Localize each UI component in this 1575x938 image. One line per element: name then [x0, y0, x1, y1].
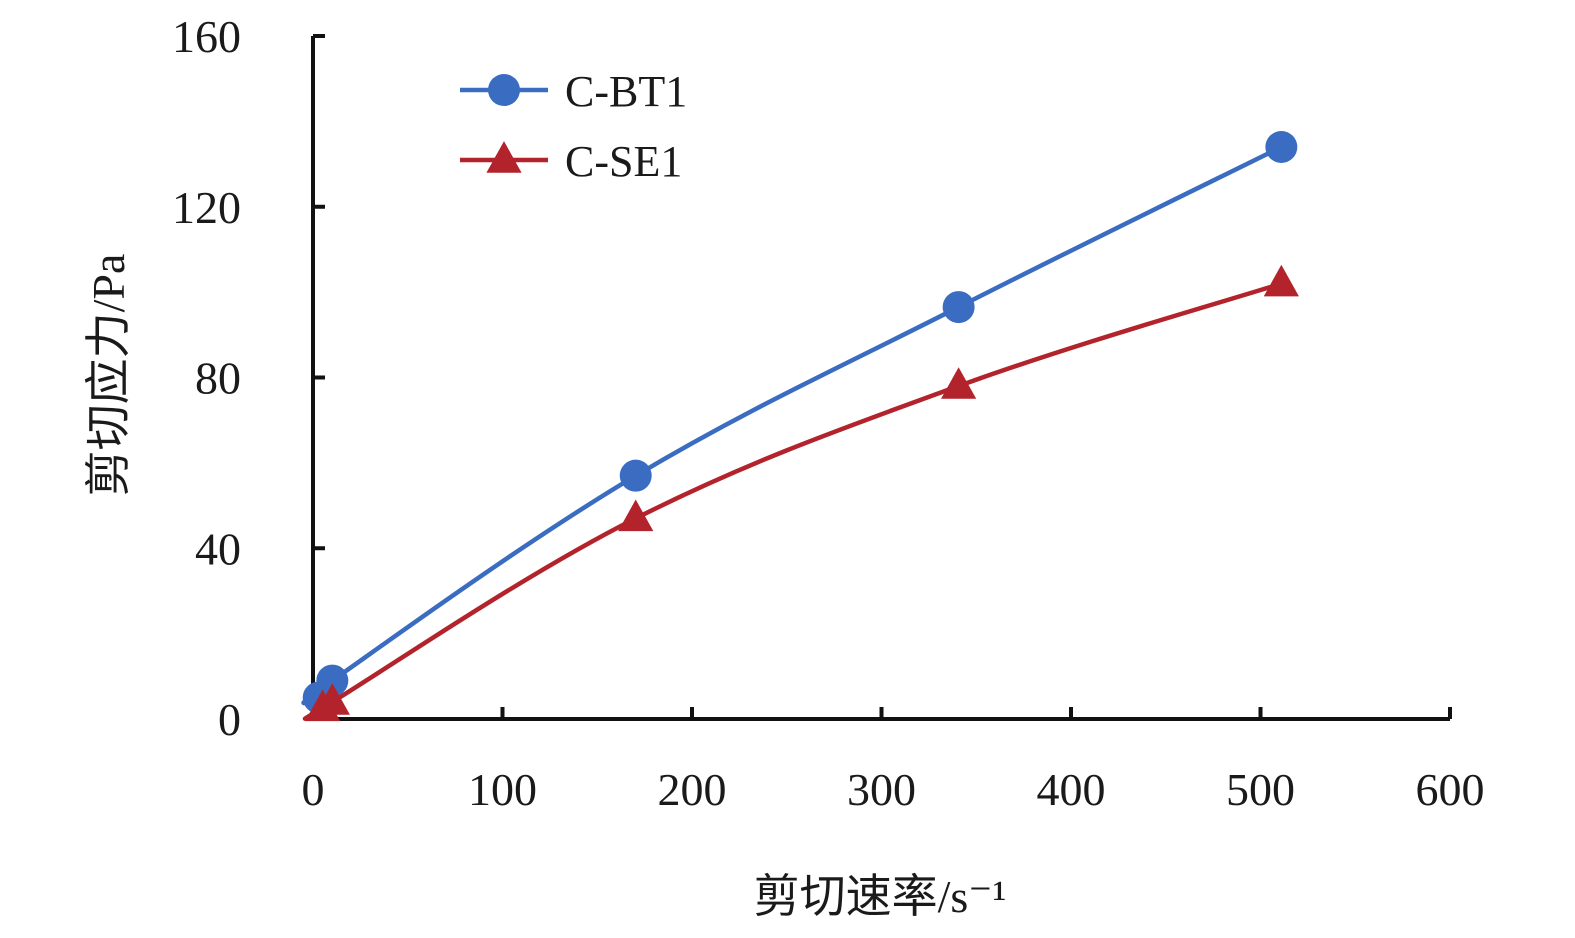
- y-tick-label: 120: [172, 182, 241, 233]
- x-tick-label: 100: [468, 764, 537, 815]
- y-tick-label: 80: [195, 353, 241, 404]
- series-c-bt1: [301, 130, 1298, 714]
- legend-item: C-SE1: [460, 137, 682, 186]
- legend-item: C-BT1: [460, 67, 687, 116]
- legend-marker-circle: [488, 74, 520, 106]
- legend-label: C-SE1: [565, 137, 682, 186]
- x-tick-label: 200: [658, 764, 727, 815]
- y-tick-label: 160: [172, 11, 241, 62]
- series-line: [301, 144, 1283, 706]
- data-point-circle: [316, 664, 349, 697]
- y-tick-label: 0: [218, 694, 241, 745]
- data-point-circle: [619, 459, 652, 492]
- data-point-triangle: [314, 683, 350, 715]
- legend: C-BT1 C-SE1: [460, 67, 687, 186]
- x-tick-label: 300: [847, 764, 916, 815]
- axes: 0 100 200 300 400 500 600 0 40 80 120 160: [172, 11, 1485, 815]
- series-line: [302, 281, 1283, 721]
- x-tick-label: 0: [302, 764, 325, 815]
- legend-marker-triangle: [486, 141, 522, 173]
- series-layer: [301, 130, 1299, 722]
- data-point-circle: [942, 291, 975, 324]
- x-tick-label: 600: [1416, 764, 1485, 815]
- y-axis-title: 剪切应力/Pa: [83, 254, 134, 497]
- y-tick-label: 40: [195, 523, 241, 574]
- x-tick-label: 400: [1037, 764, 1106, 815]
- data-point-triangle: [1263, 264, 1299, 297]
- data-point-triangle: [618, 499, 654, 532]
- x-tick-label: 500: [1226, 764, 1295, 815]
- data-point-circle: [1265, 130, 1298, 163]
- series-c-se1: [302, 264, 1299, 722]
- x-axis-title: 剪切速率/s⁻¹: [754, 871, 1007, 922]
- legend-label: C-BT1: [565, 67, 687, 116]
- data-point-triangle: [941, 367, 977, 399]
